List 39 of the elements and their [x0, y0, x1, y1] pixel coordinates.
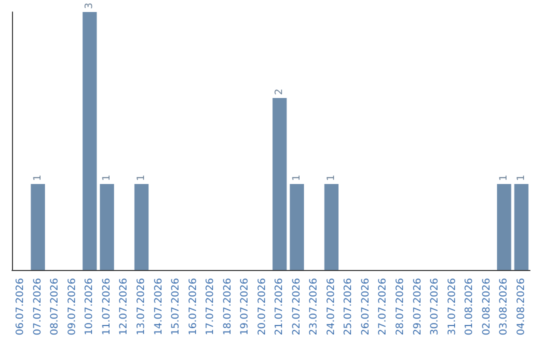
x-tick-label: 17.07.2026: [205, 278, 216, 336]
x-tick-label: 21.07.2026: [274, 278, 286, 336]
x-tick-label: 03.08.2026: [498, 278, 510, 336]
data-label: 1: [516, 174, 527, 181]
x-tick-label: 27.07.2026: [378, 278, 389, 336]
x-tick-label: 16.07.2026: [188, 278, 199, 336]
x-tick-label: 07.07.2026: [32, 278, 44, 336]
data-label: 1: [136, 174, 147, 181]
x-tick-label: 11.07.2026: [101, 278, 112, 336]
data-label: 1: [101, 174, 112, 181]
x-tick-label: 02.08.2026: [481, 278, 492, 336]
x-tick-label: 30.07.2026: [430, 278, 441, 336]
data-label: 1: [32, 174, 44, 181]
x-tick-label: 28.07.2026: [395, 278, 406, 336]
x-tick-label: 01.08.2026: [464, 278, 476, 336]
x-tick-label: 09.07.2026: [66, 278, 78, 336]
data-label: 1: [291, 174, 302, 181]
x-tick-label: 20.07.2026: [256, 278, 268, 336]
data-label: 3: [84, 2, 96, 9]
x-tick-label: 31.07.2026: [446, 278, 458, 336]
data-label: 1: [498, 174, 510, 181]
x-tick-label: 18.07.2026: [222, 278, 234, 336]
x-tick-label: 06.07.2026: [15, 278, 26, 336]
data-label: 1: [326, 174, 337, 181]
x-tick-label: 04.08.2026: [516, 278, 527, 336]
x-tick-label: 19.07.2026: [240, 278, 251, 336]
x-tick-label: 12.07.2026: [118, 278, 130, 336]
x-tick-label: 15.07.2026: [170, 278, 182, 336]
data-label: 2: [274, 88, 286, 95]
x-tick-label: 29.07.2026: [412, 278, 424, 336]
x-tick-label: 22.07.2026: [291, 278, 302, 336]
x-tick-label: 23.07.2026: [308, 278, 320, 336]
x-tick-label: 24.07.2026: [326, 278, 337, 336]
x-tick-label: 08.07.2026: [50, 278, 61, 336]
x-tick-label: 13.07.2026: [136, 278, 147, 336]
x-tick-label: 10.07.2026: [84, 278, 96, 336]
x-tick-label: 25.07.2026: [343, 278, 354, 336]
x-tick-label: 14.07.2026: [153, 278, 164, 336]
x-tick-label: 26.07.2026: [360, 278, 372, 336]
